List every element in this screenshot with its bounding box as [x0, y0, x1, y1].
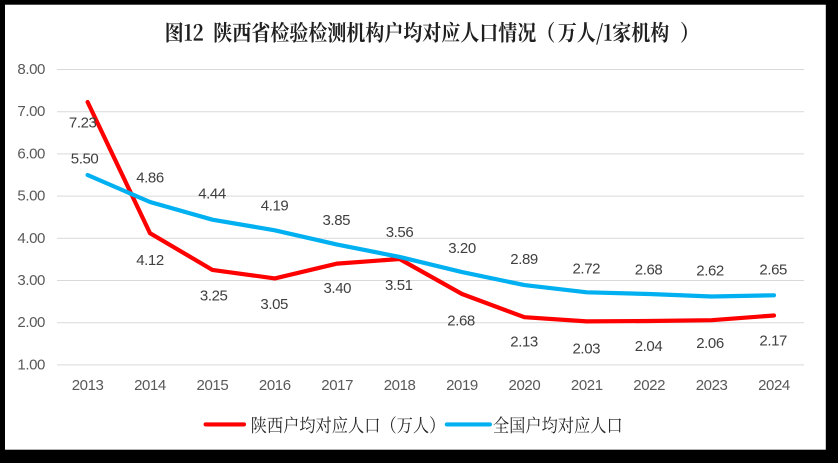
svg-text:2023: 2023 — [696, 377, 728, 394]
svg-text:2.13: 2.13 — [510, 334, 538, 351]
svg-text:3.00: 3.00 — [17, 272, 45, 289]
svg-text:2.89: 2.89 — [510, 251, 538, 268]
svg-text:4.12: 4.12 — [136, 252, 164, 269]
svg-text:2.17: 2.17 — [759, 332, 787, 349]
svg-text:2021: 2021 — [571, 377, 603, 394]
svg-text:3.85: 3.85 — [322, 212, 350, 229]
svg-text:5.00: 5.00 — [17, 188, 45, 205]
svg-text:2020: 2020 — [509, 377, 541, 394]
svg-text:2.68: 2.68 — [447, 312, 475, 329]
svg-text:2022: 2022 — [633, 377, 665, 394]
svg-text:4.44: 4.44 — [198, 185, 226, 202]
svg-text:4.19: 4.19 — [261, 198, 289, 215]
svg-text:2.03: 2.03 — [572, 341, 600, 358]
svg-text:3.56: 3.56 — [386, 224, 414, 241]
svg-text:3.25: 3.25 — [200, 287, 228, 304]
svg-text:2018: 2018 — [384, 377, 416, 394]
svg-text:2.72: 2.72 — [572, 260, 600, 277]
svg-text:7.23: 7.23 — [69, 115, 97, 132]
svg-text:3.40: 3.40 — [323, 280, 351, 297]
svg-text:5.50: 5.50 — [71, 150, 99, 167]
svg-text:4.00: 4.00 — [17, 230, 45, 247]
svg-text:1.00: 1.00 — [17, 356, 45, 373]
svg-text:4.86: 4.86 — [136, 169, 164, 186]
svg-text:3.05: 3.05 — [260, 296, 288, 313]
svg-text:2019: 2019 — [446, 377, 478, 394]
svg-text:3.51: 3.51 — [385, 277, 413, 294]
svg-text:2.06: 2.06 — [696, 335, 724, 352]
svg-text:2.68: 2.68 — [635, 262, 663, 279]
svg-text:2.65: 2.65 — [759, 262, 787, 279]
svg-text:2.00: 2.00 — [17, 314, 45, 331]
svg-text:2.62: 2.62 — [696, 263, 724, 280]
svg-text:2.04: 2.04 — [635, 338, 663, 355]
svg-text:3.20: 3.20 — [448, 240, 476, 257]
svg-text:2013: 2013 — [72, 377, 104, 394]
svg-text:2016: 2016 — [259, 377, 291, 394]
svg-text:2014: 2014 — [134, 377, 166, 394]
svg-text:2024: 2024 — [758, 377, 790, 394]
svg-text:6.00: 6.00 — [17, 145, 45, 162]
svg-text:2017: 2017 — [321, 377, 353, 394]
svg-text:8.00: 8.00 — [17, 61, 45, 78]
svg-text:7.00: 7.00 — [17, 103, 45, 120]
svg-text:2015: 2015 — [197, 377, 229, 394]
